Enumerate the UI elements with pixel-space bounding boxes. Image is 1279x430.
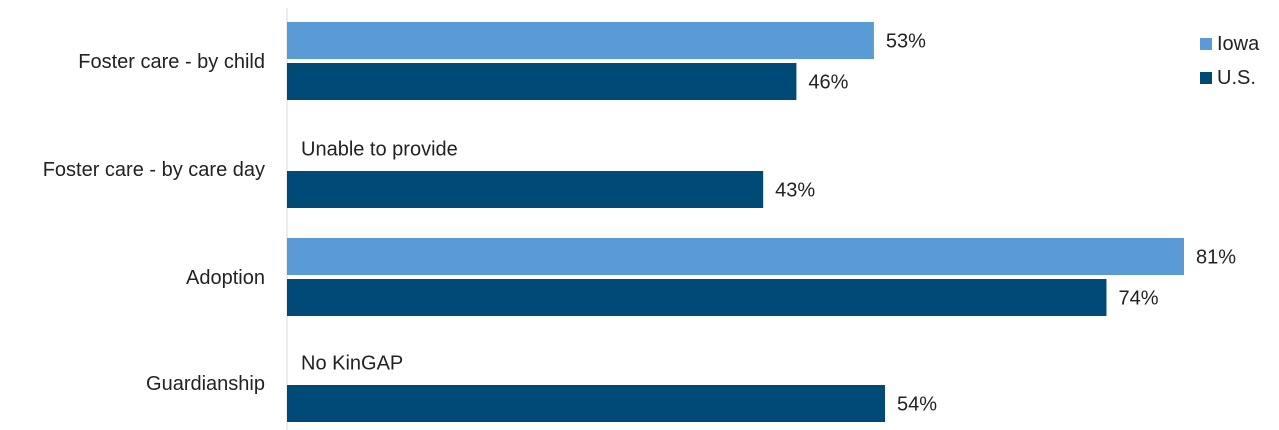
value-label-us-foster-care-by-child: 46% — [808, 72, 848, 94]
value-label-iowa-foster-care-by-child: 53% — [886, 31, 926, 53]
legend: Iowa U.S. — [1200, 33, 1260, 89]
bar-us-adoption — [287, 279, 1107, 316]
bar-us-foster-care-by-care-day — [287, 171, 764, 208]
legend-swatch-iowa — [1200, 38, 1212, 50]
category-label-guardianship: Guardianship — [146, 373, 265, 395]
category-label-foster-care-by-child: Foster care - by child — [78, 51, 265, 73]
category-label-foster-care-by-care-day: Foster care - by care day — [43, 159, 265, 181]
bar-us-foster-care-by-child — [287, 63, 797, 100]
legend-swatch-us — [1200, 72, 1212, 84]
value-label-us-adoption: 74% — [1118, 288, 1158, 310]
value-label-iowa-adoption: 81% — [1196, 247, 1236, 269]
category-label-adoption: Adoption — [186, 267, 265, 289]
legend-label-us: U.S. — [1217, 67, 1256, 89]
bar-us-guardianship — [287, 385, 885, 422]
note-foster-care-by-care-day: Unable to provide — [301, 139, 458, 161]
bar-iowa-adoption — [287, 238, 1184, 275]
legend-label-iowa: Iowa — [1217, 33, 1260, 55]
bar-iowa-foster-care-by-child — [287, 22, 874, 59]
value-label-us-guardianship: 54% — [897, 394, 937, 416]
note-guardianship: No KinGAP — [301, 353, 403, 375]
bars: Foster care - by child 53% 46% Foster care … — [43, 22, 1236, 422]
value-label-us-foster-care-by-care-day: 43% — [775, 180, 815, 202]
